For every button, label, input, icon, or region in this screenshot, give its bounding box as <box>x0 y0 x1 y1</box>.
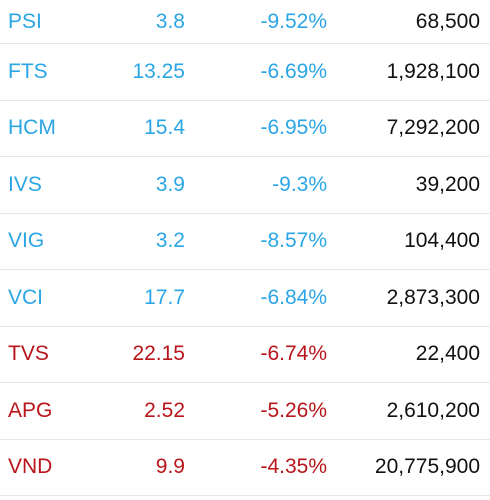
stock-row[interactable]: VIG 3.2 -8.57% 104,400 <box>0 214 490 270</box>
stock-price: 2.52 <box>144 398 185 422</box>
stock-change-percent: -8.57% <box>260 229 327 253</box>
stock-symbol: VIG <box>8 229 45 253</box>
stock-change-percent: -6.95% <box>260 116 327 140</box>
stock-symbol: PSI <box>8 9 42 33</box>
stock-volume: 2,873,300 <box>386 285 480 309</box>
stock-change-percent: -4.35% <box>260 455 327 479</box>
stock-volume: 2,610,200 <box>386 398 480 422</box>
stock-volume: 20,775,900 <box>374 455 480 479</box>
stock-row[interactable]: FTS 13.25 -6.69% 1,928,100 <box>0 44 490 101</box>
stock-row[interactable]: HCM 15.4 -6.95% 7,292,200 <box>0 101 490 157</box>
stock-symbol: VCI <box>8 285 44 309</box>
stock-volume: 7,292,200 <box>386 116 480 140</box>
stock-price: 3.9 <box>155 172 185 196</box>
stock-volume: 104,400 <box>404 229 480 253</box>
stock-volume: 68,500 <box>415 9 480 33</box>
stock-row[interactable]: PSI 3.8 -9.52% 68,500 <box>0 0 490 44</box>
stock-symbol: HCM <box>8 116 56 140</box>
stock-row[interactable]: VCI 17.7 -6.84% 2,873,300 <box>0 270 490 327</box>
stock-volume: 22,400 <box>415 342 480 366</box>
stock-price: 9.9 <box>155 455 185 479</box>
stock-symbol: FTS <box>8 59 48 83</box>
stock-change-percent: -9.3% <box>272 172 327 196</box>
stock-price: 13.25 <box>132 59 185 83</box>
stock-volume: 39,200 <box>415 172 480 196</box>
stock-symbol: APG <box>8 398 53 422</box>
stock-price: 3.2 <box>155 229 185 253</box>
stock-row[interactable]: VND 9.9 -4.35% 20,775,900 <box>0 440 490 496</box>
stock-change-percent: -6.74% <box>260 342 327 366</box>
stock-row[interactable]: TVS 22.15 -6.74% 22,400 <box>0 327 490 383</box>
stock-symbol: VND <box>8 455 53 479</box>
stock-price: 15.4 <box>144 116 185 140</box>
stock-row[interactable]: APG 2.52 -5.26% 2,610,200 <box>0 383 490 440</box>
stock-change-percent: -9.52% <box>260 9 327 33</box>
stock-symbol: IVS <box>8 172 42 196</box>
stock-volume: 1,928,100 <box>386 59 480 83</box>
stock-symbol: TVS <box>8 342 49 366</box>
stock-price: 17.7 <box>144 285 185 309</box>
stock-change-percent: -6.84% <box>260 285 327 309</box>
stock-change-percent: -5.26% <box>260 398 327 422</box>
stock-price: 22.15 <box>132 342 185 366</box>
stock-price: 3.8 <box>155 9 185 33</box>
stock-row[interactable]: IVS 3.9 -9.3% 39,200 <box>0 157 490 214</box>
stock-change-percent: -6.69% <box>260 59 327 83</box>
